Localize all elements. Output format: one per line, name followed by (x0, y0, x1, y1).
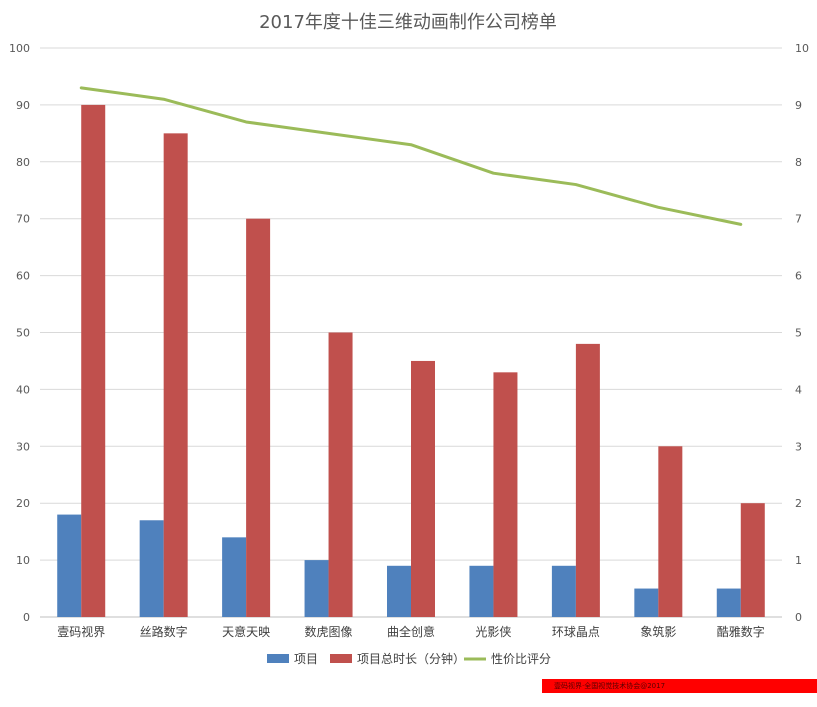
bar-duration (658, 446, 683, 617)
bar-duration (328, 332, 353, 617)
category-label: 丝路数字 (140, 624, 188, 639)
right-tick-label: 6 (795, 270, 802, 283)
bar-duration (411, 360, 435, 617)
bar-projects (222, 537, 247, 617)
right-tick-label: 4 (795, 383, 802, 396)
bar-duration (246, 218, 271, 617)
right-tick-label: 5 (795, 327, 802, 340)
bars (57, 104, 765, 617)
footer-banner (542, 679, 817, 693)
right-tick-label: 9 (795, 99, 802, 112)
right-axis-ticks: 0 1 2 3 4 5 6 7 8 9 10 (795, 42, 809, 624)
bar-projects (716, 588, 741, 617)
category-label: 壹码视界 (57, 624, 105, 639)
legend-label: 项目 (294, 652, 318, 666)
line-series (79, 86, 743, 226)
bar-projects (387, 565, 411, 617)
category-label: 天意天映 (222, 624, 270, 639)
line-score (79, 86, 743, 226)
left-tick-label: 40 (16, 383, 30, 396)
bar-projects (551, 565, 576, 617)
left-tick-label: 50 (16, 327, 30, 340)
bar-projects (304, 560, 329, 617)
footer-text: 壹码视界·全国视觉技术协会@2017 (554, 682, 666, 690)
left-tick-label: 80 (16, 156, 30, 169)
category-label: 酷雅数字 (717, 624, 765, 639)
right-tick-label: 10 (795, 42, 809, 55)
left-tick-label: 10 (16, 554, 30, 567)
legend-swatch (267, 654, 289, 663)
left-tick-label: 70 (16, 213, 30, 226)
left-tick-label: 60 (16, 270, 30, 283)
legend-label: 项目总时长（分钟） (357, 651, 465, 666)
legend-label: 性价比评分 (491, 652, 551, 666)
left-tick-label: 30 (16, 440, 30, 453)
category-label: 光影侠 (475, 625, 511, 639)
right-tick-label: 1 (795, 554, 802, 567)
legend-swatch (330, 654, 352, 663)
chart-title: 2017年度十佳三维动画制作公司榜单 (259, 12, 557, 33)
bar-duration (493, 372, 518, 617)
bar-projects (634, 588, 659, 617)
bar-duration (575, 343, 600, 617)
category-label: 环球晶点 (552, 625, 600, 639)
legend: 项目 项目总时长（分钟） 性价比评分 (267, 651, 551, 666)
right-tick-label: 7 (795, 213, 802, 226)
left-tick-label: 90 (16, 99, 30, 112)
right-tick-label: 8 (795, 156, 802, 169)
bar-projects (57, 514, 82, 617)
left-tick-label: 100 (9, 42, 30, 55)
right-tick-label: 3 (795, 440, 802, 453)
right-tick-label: 2 (795, 497, 802, 510)
left-tick-label: 0 (23, 611, 30, 624)
category-label: 象筑影 (640, 624, 676, 639)
bar-duration (740, 503, 765, 617)
category-label: 曲全创意 (387, 624, 435, 639)
category-label: 数虎图像 (305, 624, 353, 639)
right-tick-label: 0 (795, 611, 802, 624)
bar-projects (469, 565, 494, 617)
category-labels: 壹码视界 丝路数字 天意天映 数虎图像 曲全创意 光影侠 环球晶点 象筑影 酷雅数字 (57, 624, 765, 639)
left-axis-ticks: 0 10 20 30 40 50 60 70 80 90 100 (9, 42, 30, 624)
bar-duration (163, 133, 188, 617)
bar-duration (81, 104, 106, 617)
left-tick-label: 20 (16, 497, 30, 510)
bar-projects (139, 520, 164, 617)
